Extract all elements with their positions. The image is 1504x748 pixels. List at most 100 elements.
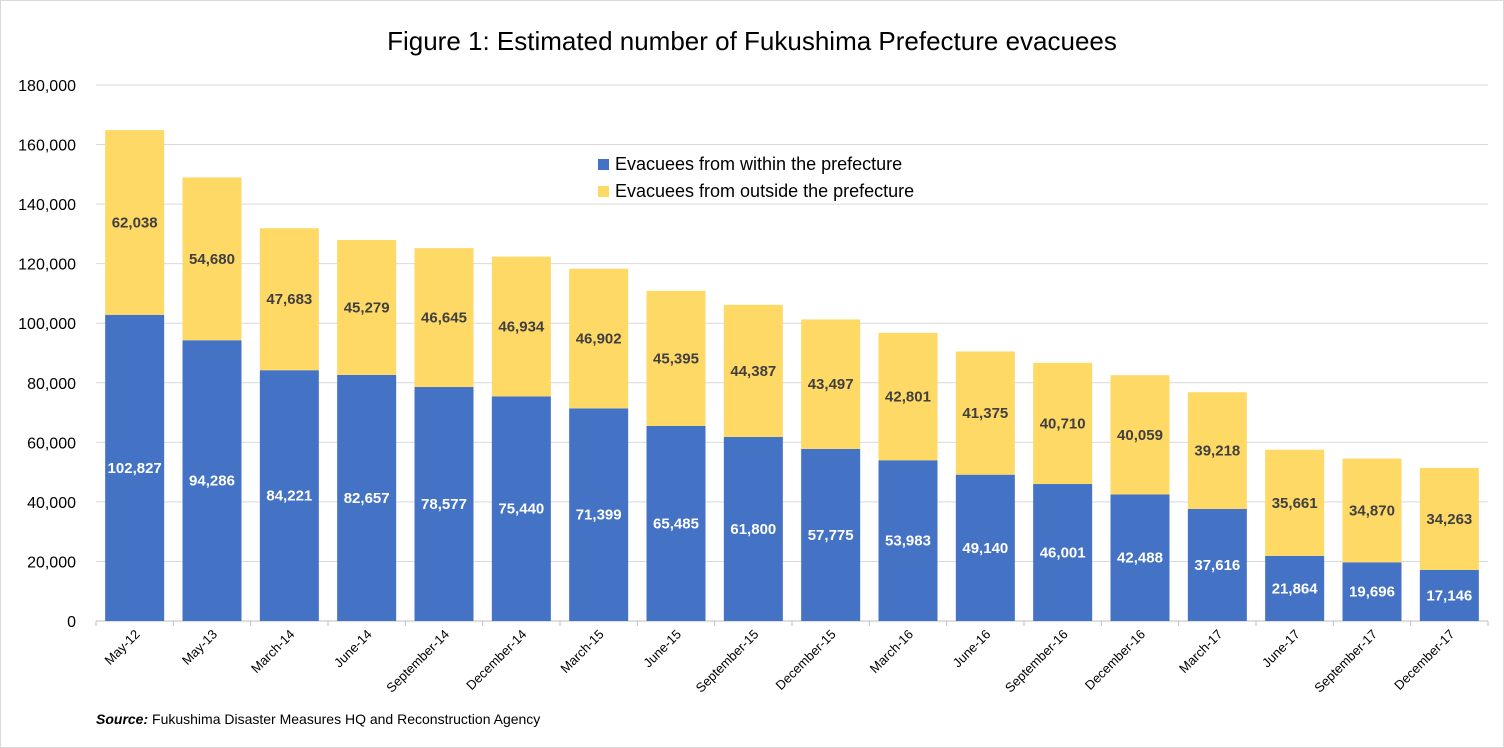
legend-label-within: Evacuees from within the prefecture — [615, 154, 903, 174]
x-tick-label: June-15 — [640, 627, 684, 671]
bar-within — [1033, 484, 1093, 621]
data-label-outside: 34,870 — [1349, 502, 1395, 519]
data-label-within: 49,140 — [962, 540, 1008, 557]
data-label-outside: 46,902 — [576, 331, 622, 348]
bar-within — [414, 387, 474, 621]
data-label-outside: 44,387 — [730, 363, 776, 380]
x-tick-label: May-12 — [102, 627, 143, 668]
data-label-within: 53,983 — [885, 533, 931, 550]
bar-within — [569, 408, 629, 621]
source-label: Source: — [96, 711, 149, 727]
data-label-within: 82,657 — [344, 490, 390, 507]
y-tick-label: 60,000 — [27, 435, 76, 452]
y-tick-label: 120,000 — [18, 257, 76, 274]
bar-within — [491, 396, 551, 621]
bar-within — [182, 340, 242, 621]
bar-within — [955, 474, 1015, 621]
bar-outside — [1187, 392, 1247, 509]
data-label-outside: 54,680 — [189, 251, 235, 268]
bar-within — [105, 314, 165, 621]
data-label-within: 78,577 — [421, 496, 467, 513]
data-label-within: 84,221 — [266, 488, 312, 505]
y-tick-label: 40,000 — [27, 495, 76, 512]
data-label-outside: 40,059 — [1117, 427, 1163, 444]
data-label-within: 42,488 — [1117, 550, 1163, 567]
bar-within — [1265, 555, 1325, 621]
data-label-outside: 42,801 — [885, 389, 931, 406]
data-label-outside: 62,038 — [112, 214, 158, 231]
bar-outside — [801, 319, 861, 449]
bar-outside — [878, 332, 938, 461]
bar-within — [1419, 569, 1479, 621]
data-label-within: 19,696 — [1349, 584, 1395, 601]
data-label-outside: 45,395 — [653, 350, 699, 367]
bar-outside — [182, 177, 242, 341]
data-label-within: 57,775 — [808, 527, 854, 544]
x-tick-label: June-14 — [331, 627, 375, 671]
y-tick-label: 180,000 — [18, 78, 76, 95]
bar-within — [646, 426, 706, 621]
legend-item-within: Evacuees from within the prefecture — [598, 151, 914, 178]
x-tick-label: September-17 — [1311, 627, 1380, 696]
data-label-within: 65,485 — [653, 516, 699, 533]
data-label-outside: 46,645 — [421, 310, 467, 327]
bar-outside — [259, 228, 319, 371]
bar-within — [1110, 494, 1170, 621]
x-tick-label: September-15 — [693, 627, 762, 696]
chart-title: Figure 1: Estimated number of Fukushima … — [387, 26, 1117, 56]
bar-outside — [955, 351, 1015, 475]
data-label-within: 61,800 — [730, 521, 776, 538]
bar-within — [878, 460, 938, 621]
bar-outside — [1342, 458, 1402, 563]
y-tick-label: 100,000 — [18, 316, 76, 333]
y-tick-label: 20,000 — [27, 554, 76, 571]
data-label-outside: 39,218 — [1194, 443, 1240, 460]
bar-outside — [1110, 375, 1170, 495]
x-tick-label: June-17 — [1259, 627, 1303, 671]
data-label-outside: 41,375 — [962, 405, 1008, 422]
bar-outside — [646, 290, 706, 427]
data-label-within: 102,827 — [108, 460, 162, 477]
x-tick-label: March-15 — [557, 627, 606, 676]
x-tick-label: December-17 — [1391, 627, 1457, 693]
data-label-within: 94,286 — [189, 473, 235, 490]
bar-within — [1187, 508, 1247, 621]
legend-swatch-outside — [598, 186, 609, 197]
data-label-outside: 35,661 — [1272, 495, 1318, 512]
data-label-within: 21,864 — [1272, 580, 1319, 597]
bar-within — [1342, 562, 1402, 621]
bar-outside — [723, 304, 783, 437]
data-label-within: 71,399 — [576, 507, 622, 524]
data-label-outside: 43,497 — [808, 376, 854, 393]
x-tick-label: December-14 — [463, 627, 529, 693]
bar-within — [723, 436, 783, 621]
data-label-outside: 34,263 — [1426, 511, 1472, 528]
bar-within — [801, 448, 861, 621]
legend-label-outside: Evacuees from outside the prefecture — [615, 181, 915, 201]
bar-outside — [491, 256, 551, 397]
data-label-outside: 45,279 — [344, 299, 390, 316]
y-tick-label: 140,000 — [18, 197, 76, 214]
bar-outside — [1265, 449, 1325, 556]
source-text: Fukushima Disaster Measures HQ and Recon… — [152, 711, 541, 727]
data-label-outside: 47,683 — [266, 291, 312, 308]
x-tick-label: March-14 — [248, 627, 297, 676]
x-tick-label: December-16 — [1082, 627, 1148, 693]
data-label-within: 75,440 — [498, 501, 544, 518]
x-tick-label: September-16 — [1002, 627, 1071, 696]
bar-outside — [105, 130, 165, 315]
bar-outside — [1033, 362, 1093, 485]
x-tick-label: December-15 — [772, 627, 838, 693]
data-label-outside: 40,710 — [1040, 415, 1086, 432]
bar-outside — [569, 268, 629, 409]
y-tick-label: 160,000 — [18, 138, 76, 155]
legend: Evacuees from within the prefecture Evac… — [598, 151, 914, 205]
y-tick-label: 0 — [67, 614, 76, 631]
bar-outside — [337, 240, 397, 375]
data-label-within: 37,616 — [1194, 557, 1240, 574]
bar-within — [259, 370, 319, 621]
data-label-outside: 46,934 — [498, 318, 545, 335]
legend-swatch-within — [598, 159, 609, 170]
x-tick-label: June-16 — [950, 627, 994, 671]
